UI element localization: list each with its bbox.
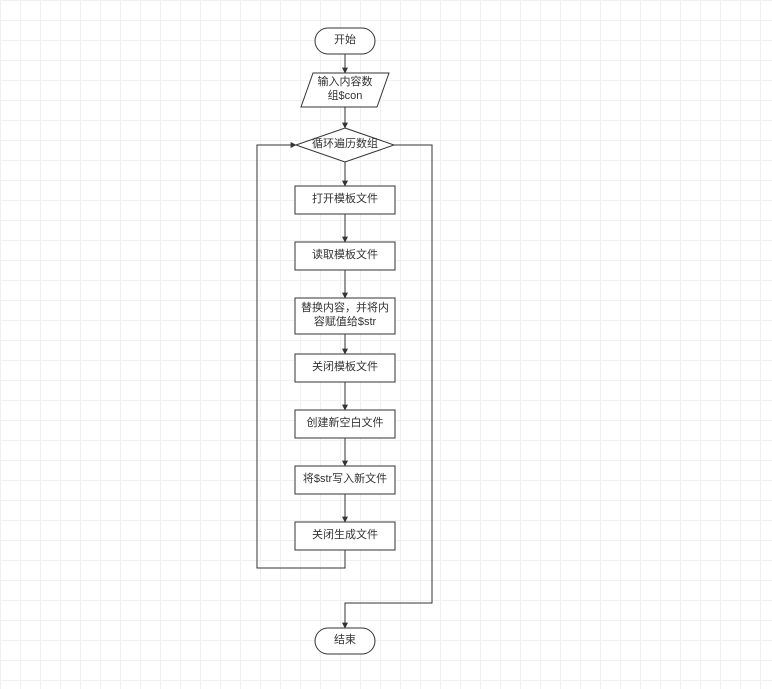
node-p6 bbox=[295, 466, 395, 494]
node-p5 bbox=[295, 410, 395, 438]
node-input bbox=[301, 73, 389, 107]
node-p3 bbox=[295, 298, 395, 334]
node-decision bbox=[296, 128, 394, 162]
node-end bbox=[315, 628, 375, 654]
node-p1 bbox=[295, 186, 395, 214]
node-p2 bbox=[295, 242, 395, 270]
edge-decision-exit bbox=[345, 145, 432, 628]
node-p7 bbox=[295, 522, 395, 550]
node-start bbox=[315, 28, 375, 54]
node-p4 bbox=[295, 354, 395, 382]
